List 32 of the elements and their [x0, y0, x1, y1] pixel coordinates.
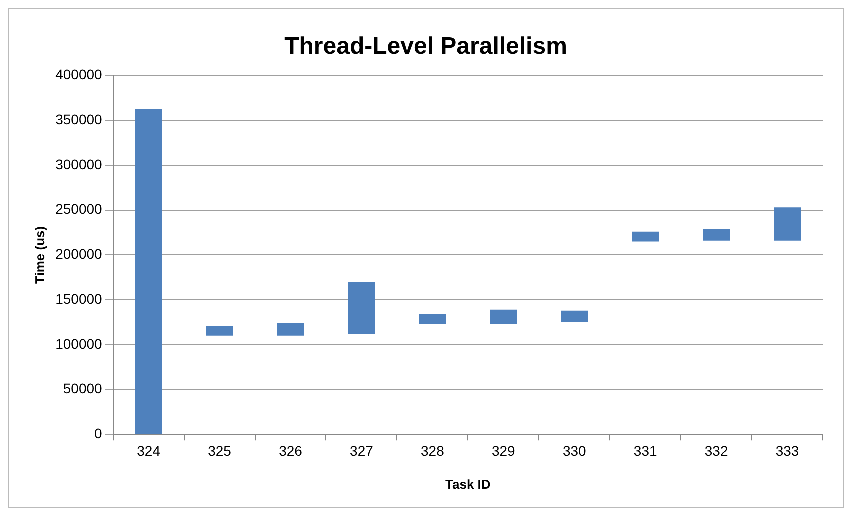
bar — [703, 229, 730, 241]
y-tick-label: 300000 — [56, 156, 103, 172]
y-tick-label: 350000 — [56, 112, 103, 128]
bar — [561, 310, 588, 322]
x-tick-label: 333 — [776, 442, 800, 459]
y-tick-label: 400000 — [56, 66, 103, 83]
y-tick-label: 250000 — [56, 201, 103, 218]
bar — [135, 108, 162, 434]
chart-title: Thread-Level Parallelism — [284, 33, 568, 60]
bar — [419, 314, 446, 324]
x-tick-label: 326 — [279, 442, 303, 459]
y-tick-label: 0 — [94, 425, 103, 442]
x-tick-label: 330 — [562, 442, 587, 459]
y-tick-label: 50000 — [63, 380, 103, 397]
x-tick-label: 329 — [492, 442, 516, 459]
y-tick-label: 200000 — [56, 246, 103, 262]
bar — [632, 232, 660, 242]
x-tick-label: 328 — [420, 442, 445, 459]
y-tick-label: 100000 — [56, 336, 103, 352]
bar — [348, 282, 376, 334]
bar — [277, 323, 304, 336]
x-tick-label: 325 — [208, 442, 232, 459]
bar — [206, 326, 234, 336]
x-tick-label: 327 — [350, 442, 374, 459]
bar — [774, 208, 801, 241]
x-tick-label: 324 — [137, 442, 161, 459]
x-tick-label: 331 — [634, 442, 658, 459]
x-axis-title: Task ID — [446, 476, 491, 492]
bar — [490, 310, 518, 324]
x-tick-label: 332 — [704, 442, 728, 459]
y-tick-label: 150000 — [56, 290, 103, 307]
y-axis-title: Time (us) — [32, 226, 48, 284]
